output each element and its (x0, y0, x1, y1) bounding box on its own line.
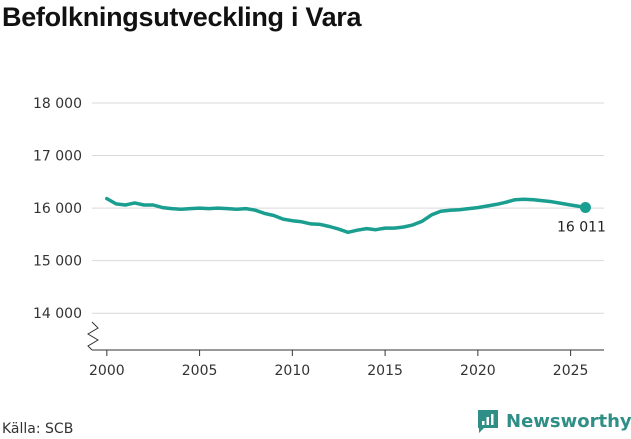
x-tick-label-2005: 2005 (182, 363, 218, 379)
y-tick-label-17000: 17 000 (33, 149, 82, 165)
series-population: 16 011 (105, 196, 606, 236)
y-tick-label-15000: 15 000 (33, 254, 82, 270)
axis-break-icon (87, 321, 99, 351)
y-axis-tick-labels: 14 000 15 000 16 000 17 000 18 000 (33, 96, 82, 322)
x-tick-label-2015: 2015 (367, 363, 403, 379)
series-line (105, 196, 588, 235)
y-tick-label-16000: 16 000 (33, 201, 82, 217)
end-value-label: 16 011 (557, 220, 606, 236)
x-tick-label-2020: 2020 (460, 363, 496, 379)
y-tick-label-18000: 18 000 (33, 96, 82, 112)
end-point-marker (579, 202, 591, 214)
x-tick-label-2000: 2000 (89, 363, 125, 379)
chart-title: Befolkningsutveckling i Vara (2, 2, 362, 32)
newsworthy-icon (478, 410, 498, 433)
x-axis: 2000 2005 2010 2015 2020 2025 (87, 321, 604, 379)
y-tick-label-14000: 14 000 (33, 306, 82, 322)
source-note: Källa: SCB (2, 421, 74, 437)
brand-name: Newsworthy (506, 410, 631, 432)
x-tick-label-2025: 2025 (553, 363, 589, 379)
newsworthy-logo: Newsworthy (476, 408, 631, 434)
x-tick-label-2010: 2010 (275, 363, 311, 379)
